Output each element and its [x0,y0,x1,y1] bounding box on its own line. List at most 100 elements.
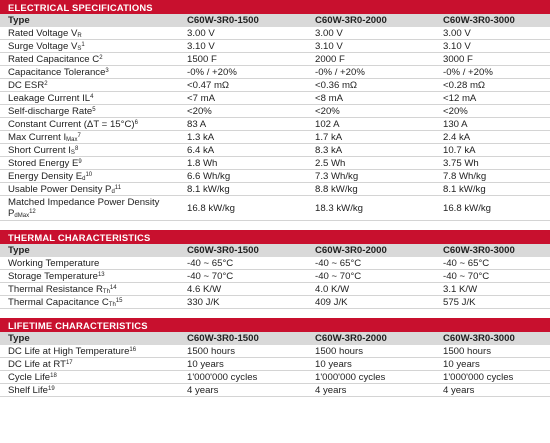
spec-row: Working Temperature -40 ~ 65°C -40 ~ 65°C -… [0,257,550,270]
spec-value: <7 mA [187,93,215,104]
spec-value: <20% [187,106,212,117]
spec-value: -40 ~ 70°C [187,271,234,282]
spec-label: Energy Density Ed10 [0,170,180,182]
spec-label: Stored Energy E9 [0,157,180,169]
header-cell: C60W-3R0-1500 [187,333,259,344]
spec-value: 3.10 V [443,41,471,52]
spec-value: 3.00 V [315,28,343,39]
spec-value: -0% / +20% [187,67,237,78]
spec-label: Surge Voltage VS1 [0,40,180,52]
spec-value: -40 ~ 70°C [443,271,490,282]
label-text: Shelf Life [8,385,49,396]
label-text: Surge Voltage V [8,41,78,52]
footnote-ref: 15 [115,298,123,304]
spec-row: Capacitance Tolerance3 -0% / +20% -0% / +2… [0,66,550,79]
spec-value: 4.0 K/W [315,284,350,295]
header-row: Type C60W-3R0-1500 C60W-3R0-2000 C60W-3R0-3… [0,14,550,27]
header-cell: C60W-3R0-1500 [187,15,259,26]
spec-value: 3.00 V [443,28,471,39]
spec-row: Stored Energy E9 1.8 Wh 2.5 Wh 3.75 Wh [0,157,550,170]
footnote-ref: 6 [134,120,138,126]
spec-value: 3.75 Wh [443,158,479,169]
header-cell: C60W-3R0-2000 [315,245,387,256]
footnote-ref: 14 [109,285,117,291]
spec-value: 130 A [443,119,468,130]
spec-value: -40 ~ 65°C [315,258,362,269]
footnote-ref: 12 [29,209,36,215]
label-text: Rated Capacitance C [8,54,100,65]
section: ELECTRICAL SPECIFICATIONS Type C60W-3R0-15… [0,0,550,221]
label-subscript: d [82,176,86,182]
spec-label: Leakage Current IL4 [0,92,180,104]
label-text: Thermal Resistance R [8,284,103,295]
spec-value: 4 years [187,385,219,396]
spec-value: 3000 F [443,54,473,65]
header-cell: C60W-3R0-3000 [443,333,515,344]
header-cell: C60W-3R0-2000 [315,15,387,26]
section-title: LIFETIME CHARACTERISTICS [0,318,550,332]
label-subscript: S [70,150,75,156]
footnote-ref: 17 [65,360,73,366]
footnote-ref: 8 [74,146,79,152]
spec-value: 10 years [315,359,352,370]
header-row: Type C60W-3R0-1500 C60W-3R0-2000 C60W-3R0-3… [0,244,550,257]
label-text: Leakage Current IL [8,93,91,104]
spec-value: 2000 F [315,54,345,65]
footnote-ref: 16 [129,347,137,353]
footnote-ref: 3 [105,68,109,74]
spec-label: Rated Capacitance C2 [0,53,180,65]
spec-row: Short Current IS8 6.4 kA 8.3 kA 10.7 kA [0,144,550,157]
spec-value: 409 J/K [315,297,348,308]
spec-label: Cycle Life18 [0,371,180,383]
footnote-ref: 7 [77,133,81,139]
label-text: Capacitance Tolerance [8,67,106,78]
spec-value: 8.8 kW/kg [315,184,358,195]
spec-value: <0.47 mΩ [187,80,230,91]
footnote-ref: 5 [92,107,96,113]
spec-row: Cycle Life18 1'000'000 cycles 1'000'000 cy… [0,371,550,384]
spec-value: 1'000'000 cycles [443,372,514,383]
label-text: Constant Current (ΔT = 15°C) [8,119,135,130]
spec-row: Thermal Resistance RTh14 4.6 K/W 4.0 K/W 3.… [0,283,550,296]
spec-label: DC Life at RT17 [0,358,180,370]
spec-value: 1500 hours [315,346,364,357]
header-cell: C60W-3R0-3000 [443,15,515,26]
header-cell: C60W-3R0-1500 [187,245,259,256]
spec-value: 1500 F [187,54,217,65]
footnote-ref: 10 [85,172,93,178]
spec-value: -0% / +20% [443,67,493,78]
spec-value: 10 years [187,359,224,370]
spec-value: <12 mA [443,93,477,104]
label-text: DC ESR [8,80,45,91]
label-text: Thermal Capacitance C [8,297,109,308]
spec-value: 575 J/K [443,297,476,308]
label-text: Storage Temperature [8,271,98,282]
spec-value: 18.3 kW/kg [315,202,363,214]
header-cell: Type [8,333,30,344]
spec-row: Thermal Capacitance CTh15 330 J/K 409 J/K 5… [0,296,550,309]
label-text: DC Life at High Temperature [8,346,130,357]
spec-value: 1.8 Wh [187,158,218,169]
spec-row: Rated Capacitance C2 1500 F 2000 F 3000 F [0,53,550,66]
footnote-ref: 11 [114,185,122,191]
spec-row: DC Life at RT17 10 years 10 years 10 years [0,358,550,371]
spec-label: Shelf Life19 [0,384,180,396]
footnote-ref: 4 [90,94,94,100]
section: LIFETIME CHARACTERISTICS Type C60W-3R0-150… [0,318,550,397]
footnote-ref: 2 [44,81,48,87]
header-cell: Type [8,15,30,26]
label-subscript: S [77,46,82,52]
spec-row: Surge Voltage VS1 3.10 V 3.10 V 3.10 V [0,40,550,53]
label-text: Max Current I [8,132,67,143]
spec-value: 1'000'000 cycles [315,372,386,383]
spec-row: Storage Temperature13 -40 ~ 70°C -40 ~ 70°… [0,270,550,283]
label-text: Rated Voltage V [8,28,78,39]
spec-value: 1500 hours [187,346,236,357]
label-text: Usable Power Density P [8,184,112,195]
label-text: Short Current I [8,145,71,156]
footnote-ref: 19 [48,386,55,392]
spec-value: 7.3 Wh/kg [315,171,359,182]
label-text: Matched Impedance Power Density P [8,197,160,219]
spec-row: Rated Voltage VR 3.00 V 3.00 V 3.00 V [0,27,550,40]
